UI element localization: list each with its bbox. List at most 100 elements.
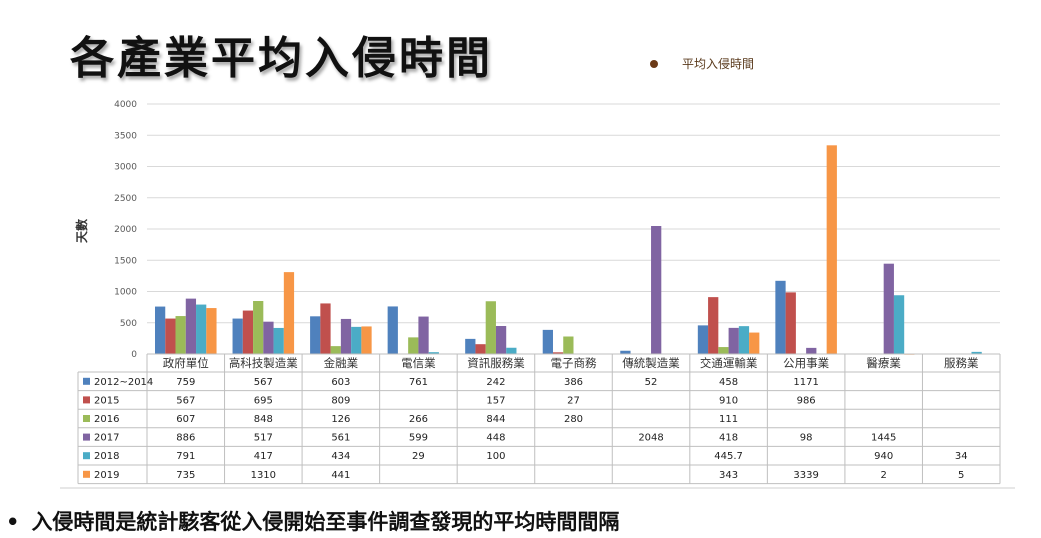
data-label: 52 (645, 377, 658, 388)
bar (418, 316, 429, 354)
bar (495, 326, 507, 354)
bar (506, 347, 517, 354)
series-key-icon (83, 470, 90, 478)
series-key-icon (83, 377, 90, 385)
bar (283, 272, 295, 354)
data-label: 517 (254, 433, 273, 444)
y-tick-label: 1500 (114, 256, 137, 266)
data-label: 759 (176, 377, 195, 388)
x-tick-label: 交通運輸業 (700, 356, 758, 370)
bar (253, 301, 264, 354)
bar (232, 318, 243, 354)
data-label: 791 (176, 451, 195, 462)
bar (273, 327, 284, 354)
bar (826, 145, 837, 354)
bullet-dot-icon: • (6, 510, 20, 534)
bar (708, 297, 719, 354)
y-tick-label: 0 (131, 350, 137, 360)
legend: 平均入侵時間 (650, 55, 754, 72)
data-label: 567 (254, 377, 273, 388)
x-tick-label: 政府單位 (163, 356, 209, 370)
bar (263, 321, 274, 354)
data-label: 386 (564, 377, 583, 388)
data-label: 5 (958, 470, 964, 481)
bar (728, 327, 739, 354)
bar (775, 280, 786, 354)
data-label: 848 (254, 414, 273, 425)
data-label: 735 (176, 470, 195, 481)
data-label: 940 (874, 451, 893, 462)
data-label: 809 (331, 395, 350, 406)
series-key-icon (83, 452, 90, 460)
y-axis-label: 天數 (74, 219, 89, 243)
y-tick-label: 1000 (114, 288, 137, 298)
legend-dot-icon (650, 59, 658, 68)
data-label: 29 (412, 451, 425, 462)
bar (361, 326, 372, 354)
y-tick-label: 2000 (114, 225, 137, 235)
data-label: 2 (880, 470, 886, 481)
bar (351, 326, 362, 354)
bar (387, 306, 398, 354)
bar (883, 263, 894, 354)
x-tick-label: 高科技製造業 (229, 356, 298, 370)
data-label: 242 (486, 377, 505, 388)
x-tick-label: 傳統製造業 (622, 356, 680, 370)
data-label: 126 (331, 414, 350, 425)
series-key-icon (83, 415, 90, 422)
bar (310, 316, 321, 354)
x-tick-label: 電信業 (401, 356, 436, 370)
data-label: 280 (564, 414, 583, 425)
data-label: 2048 (638, 433, 663, 444)
data-label: 34 (955, 451, 968, 462)
bar (971, 351, 982, 354)
data-label: 266 (409, 414, 428, 425)
data-label: 448 (486, 433, 505, 444)
data-label: 445.7 (714, 451, 743, 462)
data-label: 886 (176, 433, 195, 444)
data-label: 343 (719, 470, 738, 481)
bar (340, 318, 352, 354)
data-label: 417 (254, 451, 273, 462)
data-label: 27 (567, 395, 580, 406)
bar (749, 332, 760, 354)
bullet-note: • 入侵時間是統計駭客從入侵開始至事件調查發現的平均時間間隔 (6, 506, 619, 536)
x-tick-label: 服務業 (944, 356, 979, 370)
bullet-text: 入侵時間是統計駭客從入侵開始至事件調查發現的平均時間間隔 (31, 510, 620, 534)
data-label: 3339 (793, 470, 818, 481)
bar (697, 325, 709, 354)
data-label: 1171 (793, 377, 818, 388)
data-label: 695 (254, 395, 273, 406)
data-label: 458 (719, 377, 738, 388)
bar (718, 347, 729, 354)
series-label: 2015 (94, 395, 119, 406)
x-tick-label: 資訊服務業 (467, 356, 525, 370)
y-tick-label: 4000 (114, 100, 137, 110)
bar (330, 346, 341, 354)
y-tick-label: 3000 (114, 163, 137, 173)
y-tick-label: 2500 (114, 194, 137, 204)
x-tick-label: 公用事業 (783, 356, 829, 370)
y-tick-label: 500 (120, 319, 137, 329)
series-key-icon (83, 433, 90, 441)
series-label: 2016 (94, 414, 119, 425)
data-label: 157 (486, 395, 505, 406)
bar (175, 316, 186, 354)
data-label: 418 (719, 433, 738, 444)
bar (785, 292, 796, 354)
bar (485, 301, 496, 354)
bar (155, 306, 166, 354)
series-label: 2017 (94, 433, 119, 444)
bar (428, 352, 439, 354)
bar (651, 226, 662, 354)
series-label: 2018 (94, 451, 119, 462)
data-label: 441 (331, 470, 350, 481)
bar (206, 308, 217, 354)
data-label: 603 (331, 377, 350, 388)
series-label: 2012~2014 (94, 377, 153, 388)
data-label: 100 (486, 451, 505, 462)
data-label: 607 (176, 414, 195, 425)
bar (738, 326, 750, 354)
data-label: 910 (719, 395, 738, 406)
